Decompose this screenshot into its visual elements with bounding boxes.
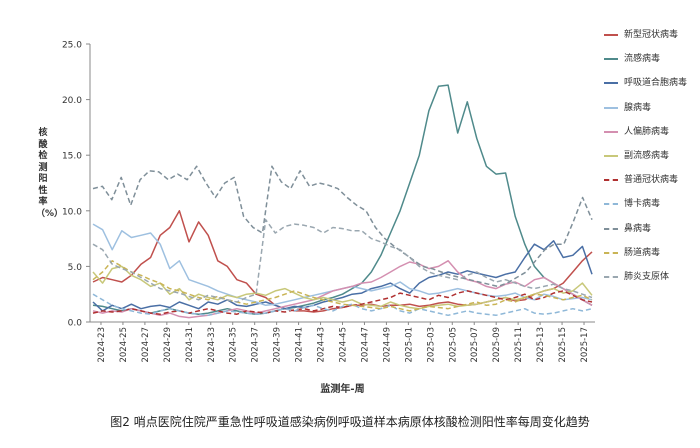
legend-swatch (604, 179, 618, 182)
legend-item: 鼻病毒 (604, 222, 700, 246)
legend-swatch (604, 275, 618, 278)
legend-label: 鼻病毒 (624, 223, 652, 234)
x-tick-label: 2024-45 (339, 327, 349, 363)
legend-swatch (604, 58, 618, 61)
legend-item: 腺病毒 (604, 101, 700, 125)
legend-swatch (604, 106, 618, 109)
legend-swatch (604, 154, 618, 157)
x-tick-label: 2024-31 (185, 327, 195, 363)
x-tick-label: 2025-05 (448, 327, 458, 363)
x-tick-label: 2024-23 (97, 327, 107, 363)
x-tick-label: 2025-03 (426, 327, 436, 363)
series-line-2 (92, 84, 593, 315)
x-tick-label: 2025-11 (514, 327, 524, 363)
x-tick-label: 2024-27 (141, 327, 151, 363)
x-tick-label: 2024-37 (251, 327, 261, 363)
legend-label: 肠道病毒 (624, 247, 661, 258)
legend-label: 腺病毒 (624, 102, 652, 113)
legend: 新型冠状病毒 流感病毒呼吸道合胞病毒 腺病毒人偏肺病毒副流感病毒普通冠状病毒 博卡病毒… (604, 28, 700, 294)
x-tick-label: 2024-39 (273, 327, 283, 363)
legend-label: 肺炎支原体 (624, 271, 670, 282)
x-axis: 2024-23 2024-25 2024-27 2024-29 2024-31 2024-… (90, 321, 595, 363)
legend-label: 流感病毒 (624, 54, 661, 65)
legend-swatch (604, 82, 618, 85)
x-tick-label: 2025-01 (404, 327, 414, 363)
y-tick-label: 10.0 (62, 207, 82, 217)
legend-swatch (604, 130, 618, 133)
x-axis-title: 监测年-周 (320, 384, 365, 395)
series-line-9 (92, 165, 593, 288)
y-axis-title: 核酸检测阳性率（%） (36, 128, 64, 219)
series-layer (92, 84, 593, 319)
legend-label: 人偏肺病毒 (624, 126, 670, 137)
legend-swatch (604, 203, 618, 206)
y-tick-label: 15.0 (62, 152, 82, 162)
x-tick-label: 2024-47 (360, 327, 370, 363)
legend-label: 副流感病毒 (624, 150, 670, 161)
legend-item: 博卡病毒 (604, 197, 700, 221)
x-tick-label: 2025-15 (558, 327, 568, 363)
x-tick-label: 2024-49 (382, 327, 392, 363)
legend-item: 流感病毒 (604, 52, 700, 76)
series-line-3 (92, 240, 593, 312)
series-line-4 (92, 223, 593, 307)
y-axis: 0.0 5.0 10.0 15.0 20.0 25.0 (62, 41, 91, 329)
legend-label: 博卡病毒 (624, 199, 661, 210)
legend-label: 呼吸道合胞病毒 (624, 78, 688, 89)
x-tick-label: 2024-33 (207, 327, 217, 363)
legend-item: 普通冠状病毒 (604, 173, 700, 197)
series-line-8 (92, 293, 593, 317)
legend-item: 副流感病毒 (604, 149, 700, 173)
x-tick-label: 2024-41 (295, 327, 305, 363)
x-tick-label: 2025-17 (580, 327, 590, 363)
series-line-11 (92, 218, 593, 303)
legend-swatch (604, 227, 618, 230)
series-line-7 (92, 290, 593, 315)
y-tick-label: 5.0 (68, 263, 83, 273)
legend-item: 肺炎支原体 (604, 270, 700, 294)
legend-label: 普通冠状病毒 (624, 175, 679, 186)
x-tick-label: 2025-07 (470, 327, 480, 363)
series-line-10 (92, 260, 593, 312)
legend-swatch (604, 34, 618, 36)
y-tick-label: 25.0 (62, 41, 82, 51)
legend-swatch (604, 251, 618, 254)
legend-item: 新型冠状病毒 (604, 28, 700, 52)
legend-item: 肠道病毒 (604, 246, 700, 270)
x-tick-label: 2024-35 (229, 327, 239, 363)
figure-caption: 图2 哨点医院住院严重急性呼吸道感染病例呼吸道样本病原体核酸检测阳性率每周变化趋… (110, 415, 590, 429)
x-tick-label: 2025-13 (536, 327, 546, 363)
x-tick-label: 2024-29 (163, 327, 173, 363)
legend-item: 人偏肺病毒 (604, 125, 700, 149)
x-tick-label: 2025-09 (492, 327, 502, 363)
series-line-5 (92, 260, 593, 319)
x-tick-label: 2024-43 (317, 327, 327, 363)
legend-item: 呼吸道合胞病毒 (604, 76, 700, 100)
x-tick-label: 2024-25 (119, 327, 129, 363)
legend-label: 新型冠状病毒 (624, 30, 679, 40)
y-tick-label: 20.0 (62, 96, 82, 106)
y-tick-label: 0.0 (68, 319, 83, 329)
